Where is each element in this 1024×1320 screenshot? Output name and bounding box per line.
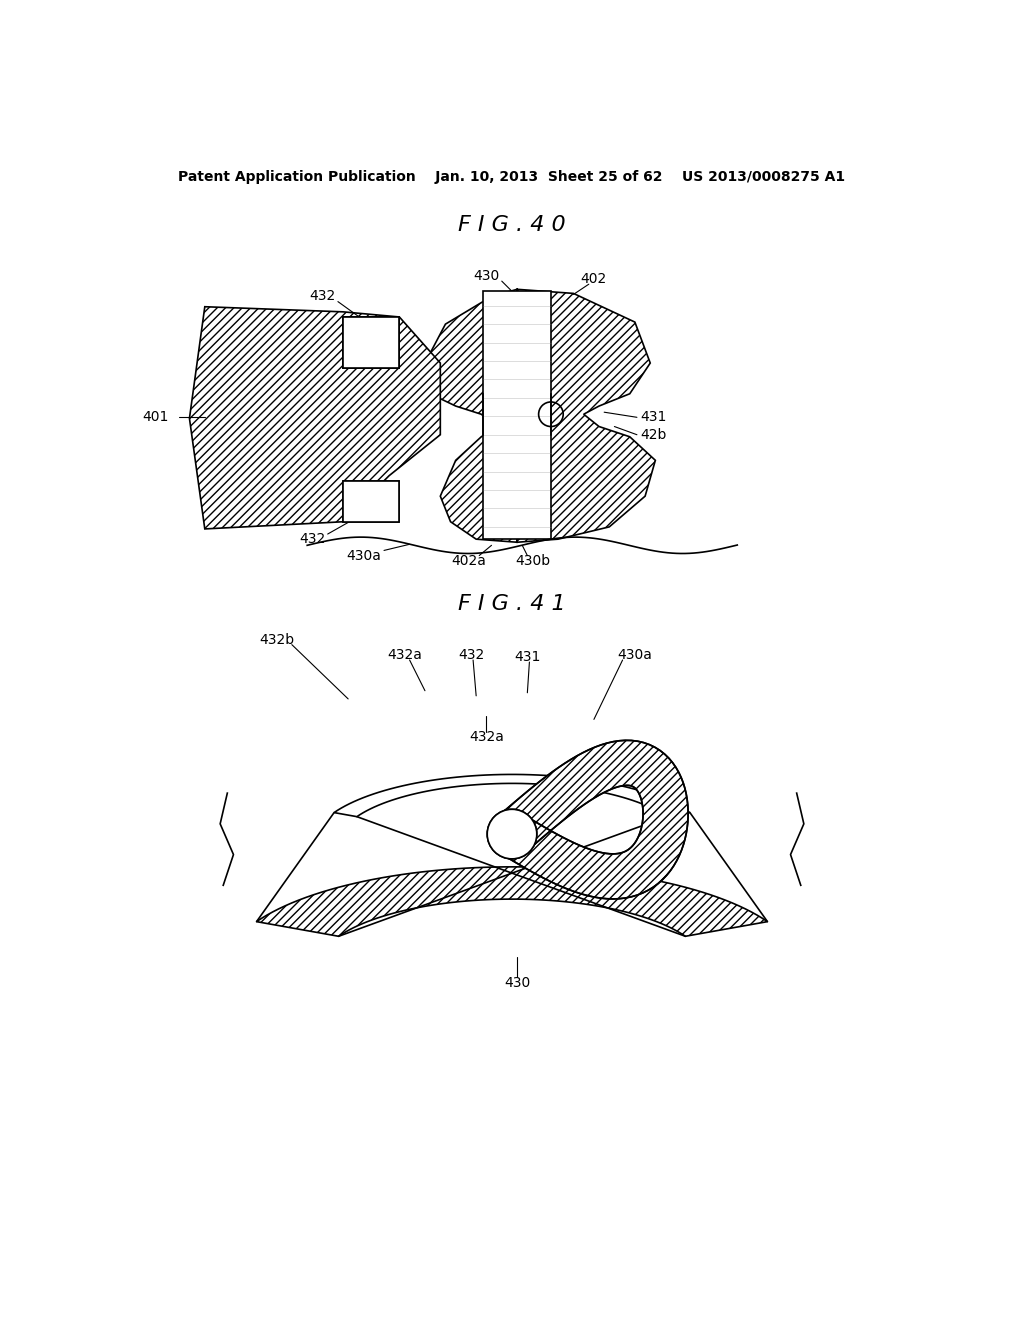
Polygon shape: [498, 741, 688, 899]
Text: 432a: 432a: [387, 648, 422, 661]
Text: 430b: 430b: [515, 553, 550, 568]
Text: 431: 431: [514, 649, 541, 664]
Polygon shape: [343, 317, 399, 368]
Text: 432: 432: [299, 532, 326, 546]
Polygon shape: [257, 867, 767, 936]
Polygon shape: [343, 480, 399, 521]
Text: 402: 402: [581, 272, 607, 286]
Text: 432: 432: [458, 648, 484, 661]
Polygon shape: [189, 306, 440, 529]
Text: 432b: 432b: [259, 632, 294, 647]
Text: 430a: 430a: [617, 648, 652, 661]
Circle shape: [487, 809, 537, 859]
Polygon shape: [483, 292, 551, 539]
Text: 430: 430: [504, 975, 530, 990]
Polygon shape: [334, 775, 690, 817]
Text: Patent Application Publication    Jan. 10, 2013  Sheet 25 of 62    US 2013/00082: Patent Application Publication Jan. 10, …: [178, 170, 846, 183]
Text: 401: 401: [142, 411, 169, 424]
Polygon shape: [425, 289, 655, 543]
Text: 402a: 402a: [452, 553, 486, 568]
Text: 431: 431: [640, 411, 667, 424]
Text: 42b: 42b: [640, 428, 667, 442]
Polygon shape: [343, 317, 399, 368]
Text: F I G . 4 0: F I G . 4 0: [458, 215, 566, 235]
Text: 432: 432: [309, 289, 336, 304]
Circle shape: [487, 809, 537, 859]
Text: 430a: 430a: [346, 549, 381, 562]
Text: 430: 430: [473, 269, 500, 282]
Text: F I G . 4 1: F I G . 4 1: [458, 594, 566, 614]
Polygon shape: [343, 480, 399, 521]
Text: 432a: 432a: [469, 730, 504, 743]
